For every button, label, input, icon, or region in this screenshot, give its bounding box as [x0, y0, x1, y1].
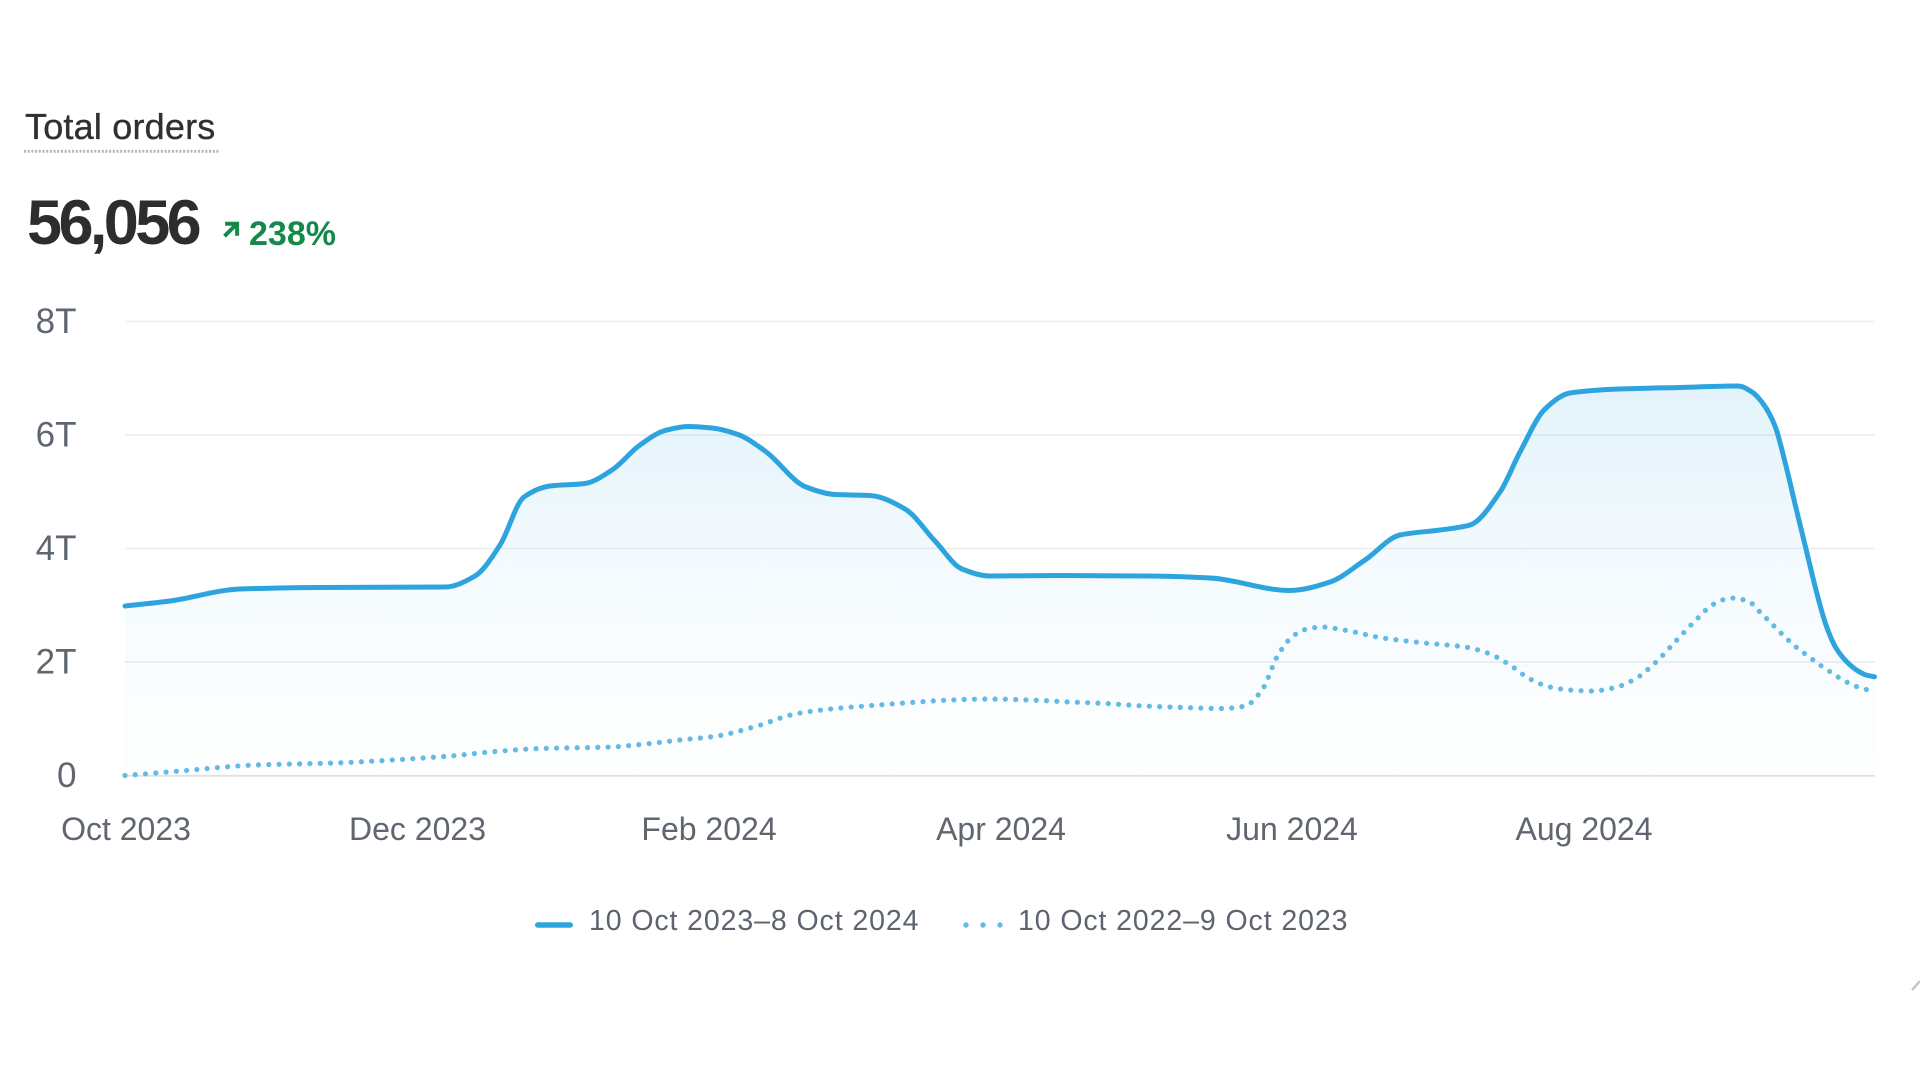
- svg-text:Oct 2023: Oct 2023: [61, 811, 191, 847]
- svg-text:4T: 4T: [36, 529, 77, 568]
- svg-text:Total orders: Total orders: [25, 106, 216, 147]
- svg-text:Feb 2024: Feb 2024: [641, 811, 776, 847]
- svg-text:Dec 2023: Dec 2023: [349, 811, 486, 847]
- svg-text:Jun 2024: Jun 2024: [1226, 811, 1358, 847]
- svg-text:0: 0: [57, 756, 76, 795]
- svg-text:6T: 6T: [36, 416, 77, 455]
- svg-text:Apr 2024: Apr 2024: [936, 811, 1066, 847]
- svg-text:10 Oct 2023–8 Oct 2024: 10 Oct 2023–8 Oct 2024: [589, 905, 919, 937]
- svg-text:Aug 2024: Aug 2024: [1515, 811, 1652, 847]
- svg-text:238%: 238%: [249, 215, 336, 253]
- svg-text:2T: 2T: [36, 643, 77, 682]
- svg-text:56,056: 56,056: [27, 188, 200, 258]
- svg-text:10 Oct 2022–9 Oct 2023: 10 Oct 2022–9 Oct 2023: [1018, 905, 1348, 937]
- svg-text:8T: 8T: [36, 302, 77, 341]
